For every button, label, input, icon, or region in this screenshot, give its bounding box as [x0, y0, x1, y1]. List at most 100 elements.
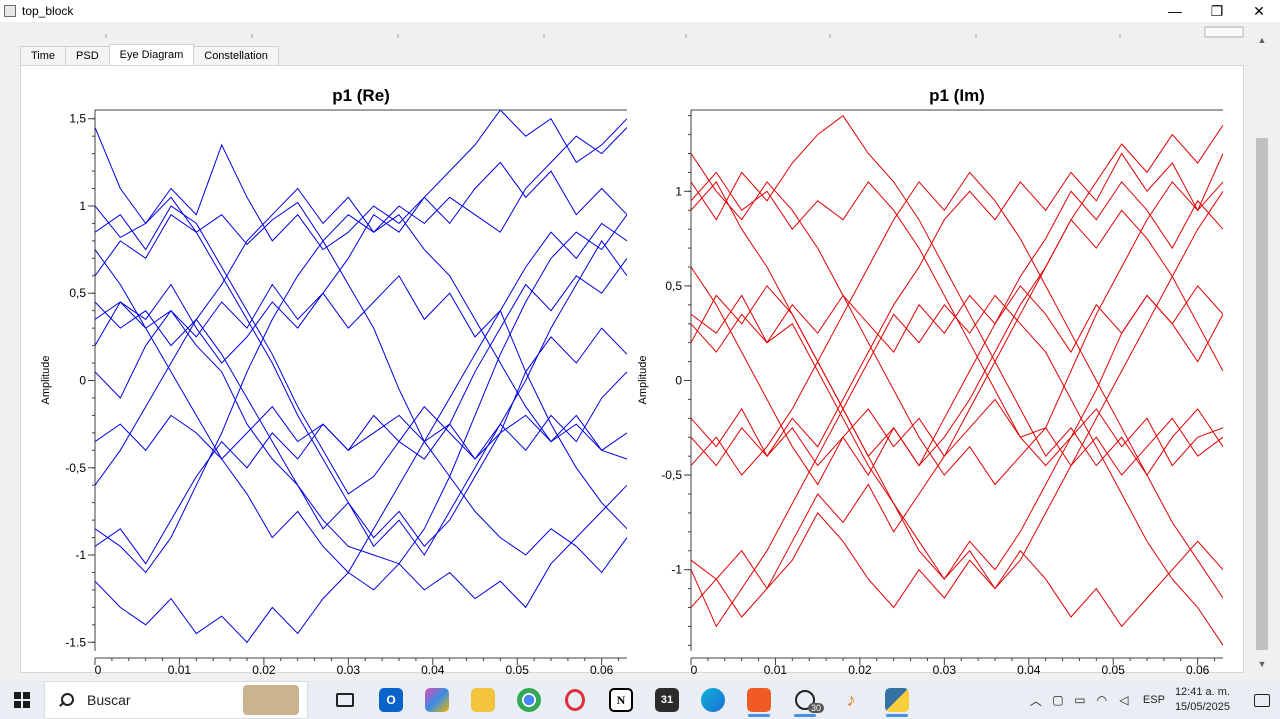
- taskbar-apps: O N 31 30 ♪: [322, 681, 920, 719]
- eye-trace-line: [691, 152, 1223, 467]
- notion-icon: N: [609, 688, 633, 712]
- title-bar: top_block — ❐ ✕: [0, 0, 1280, 22]
- eye-trace-line: [691, 114, 1223, 477]
- x-tick-label: 0.04: [1017, 663, 1041, 677]
- x-tick-label: 0: [691, 663, 698, 677]
- start-button[interactable]: [0, 681, 44, 719]
- toolbar-strip-ticks: [105, 26, 1244, 38]
- eye-trace-line: [691, 209, 1223, 467]
- language-indicator[interactable]: ESP: [1142, 694, 1165, 706]
- notifications-button[interactable]: [1244, 681, 1280, 719]
- clock-time: 12:41 a. m.: [1174, 686, 1230, 698]
- gnuradio-button[interactable]: ♪: [828, 681, 874, 719]
- tab-psd[interactable]: PSD: [65, 46, 110, 66]
- m365-button[interactable]: [414, 681, 460, 719]
- tab-time[interactable]: Time: [20, 46, 67, 66]
- whatsapp-icon: [795, 690, 815, 710]
- tab-eye-diagram[interactable]: Eye Diagram: [108, 44, 195, 65]
- tab-constellation[interactable]: Constellation: [193, 46, 279, 66]
- maximize-button[interactable]: ❐: [1210, 2, 1224, 19]
- folder-icon: [471, 688, 495, 712]
- search-placeholder: Buscar: [87, 692, 131, 708]
- eye-trace-line: [95, 222, 627, 574]
- eye-trace-line: [95, 196, 627, 574]
- scroll-up-icon[interactable]: ▲: [1257, 35, 1267, 45]
- window-controls: — ❐ ✕: [1154, 0, 1280, 22]
- calendar-icon: 31: [655, 688, 679, 712]
- outlook-button[interactable]: O: [368, 681, 414, 719]
- y-tick-label: -1: [75, 548, 86, 562]
- eye-trace-line: [95, 110, 627, 251]
- brave-button[interactable]: [736, 681, 782, 719]
- system-tray: ︿ ▢ ▭ ◠ ◁ ESP 12:41 a. m. 15/05/2025: [1025, 681, 1280, 719]
- x-tick-label: 0.01: [764, 663, 788, 677]
- search-icon: [59, 693, 74, 707]
- eye-trace-line: [691, 512, 1223, 628]
- taskbar-search[interactable]: Buscar: [44, 681, 308, 719]
- battery-icon[interactable]: ▭: [1074, 693, 1086, 707]
- x-tick-label: 0.01: [168, 663, 192, 677]
- y-tick-label: -1.5: [65, 635, 86, 649]
- minimize-button[interactable]: —: [1168, 3, 1182, 19]
- plot-panel: [20, 65, 1244, 673]
- clock[interactable]: 12:41 a. m. 15/05/2025: [1175, 685, 1230, 715]
- x-tick-label: 0.06: [590, 663, 614, 677]
- brave-icon: [747, 688, 771, 712]
- x-tick-label: 0.05: [506, 663, 530, 677]
- eye-trace-line: [95, 214, 627, 565]
- file-explorer-button[interactable]: [460, 681, 506, 719]
- app-icon: [4, 5, 16, 17]
- task-view-button[interactable]: [322, 681, 368, 719]
- eye-trace-line: [691, 181, 1223, 590]
- notion-button[interactable]: N: [598, 681, 644, 719]
- y-tick-label: -0,5: [65, 461, 86, 475]
- vertical-scrollbar[interactable]: ▲ ▼: [1253, 33, 1271, 673]
- edge-button[interactable]: [690, 681, 736, 719]
- x-tick-label: 0.03: [933, 663, 957, 677]
- scroll-down-icon[interactable]: ▼: [1257, 659, 1267, 669]
- chevron-up-icon[interactable]: ︿: [1029, 693, 1042, 708]
- eye-trace-line: [95, 274, 627, 530]
- eye-trace-line: [95, 127, 627, 574]
- y-tick-label: 0: [675, 374, 682, 388]
- eye-trace-line: [691, 294, 1223, 646]
- calendar-button[interactable]: 31: [644, 681, 690, 719]
- x-tick-label: 0.03: [337, 663, 361, 677]
- eye-trace-line: [691, 171, 1223, 476]
- opera-button[interactable]: [552, 681, 598, 719]
- search-highlight-image[interactable]: [243, 685, 299, 715]
- wifi-icon[interactable]: ◠: [1096, 693, 1108, 707]
- opera-icon: [565, 689, 585, 711]
- python-button[interactable]: [874, 681, 920, 719]
- eye-trace-line: [691, 124, 1223, 618]
- whatsapp-button[interactable]: 30: [782, 681, 828, 719]
- eye-diagram-plots: p1 (Re) Amplitude 1,5 1 0,5 0 -0,5 -1 -1.5 0 0.0…: [40, 86, 1223, 677]
- gnuradio-icon: ♪: [846, 689, 856, 710]
- clock-date: 15/05/2025: [1174, 701, 1230, 713]
- tab-bar: Time PSD Eye Diagram Constellation: [20, 44, 279, 66]
- meet-now-icon[interactable]: ▢: [1052, 693, 1064, 707]
- ylabel-im: Amplitude: [637, 356, 649, 405]
- chart-title-re: p1 (Re): [332, 86, 390, 105]
- x-tick-label: 0.02: [252, 663, 276, 677]
- window-title: top_block: [22, 4, 74, 18]
- y-tick-label: 1: [675, 184, 682, 198]
- eye-trace-line: [95, 484, 627, 644]
- whatsapp-badge: 30: [807, 703, 824, 713]
- scrollbar-thumb[interactable]: [1256, 138, 1268, 650]
- series-group: [691, 114, 1223, 646]
- y-tick-label: 0: [79, 374, 86, 388]
- volume-icon[interactable]: ◁: [1119, 693, 1129, 707]
- chart-re: p1 (Re) Amplitude 1,5 1 0,5 0 -0,5 -1 -1.5 0 0.0…: [40, 86, 627, 677]
- y-tick-label: 1,5: [69, 112, 86, 126]
- chrome-button[interactable]: [506, 681, 552, 719]
- y-tick-label: 0,5: [69, 286, 86, 300]
- ylabel-re: Amplitude: [40, 356, 52, 405]
- chart-title-im: p1 (Im): [929, 86, 985, 105]
- close-button[interactable]: ✕: [1253, 2, 1265, 19]
- eye-trace-line: [95, 405, 627, 460]
- eye-trace-line: [691, 398, 1223, 467]
- eye-trace-line: [691, 285, 1223, 363]
- chart-im: p1 (Im) Amplitude 1 0,5 0 -0,5 -1 0 0.01 0.02 0.…: [637, 86, 1223, 677]
- series-group: [95, 110, 627, 644]
